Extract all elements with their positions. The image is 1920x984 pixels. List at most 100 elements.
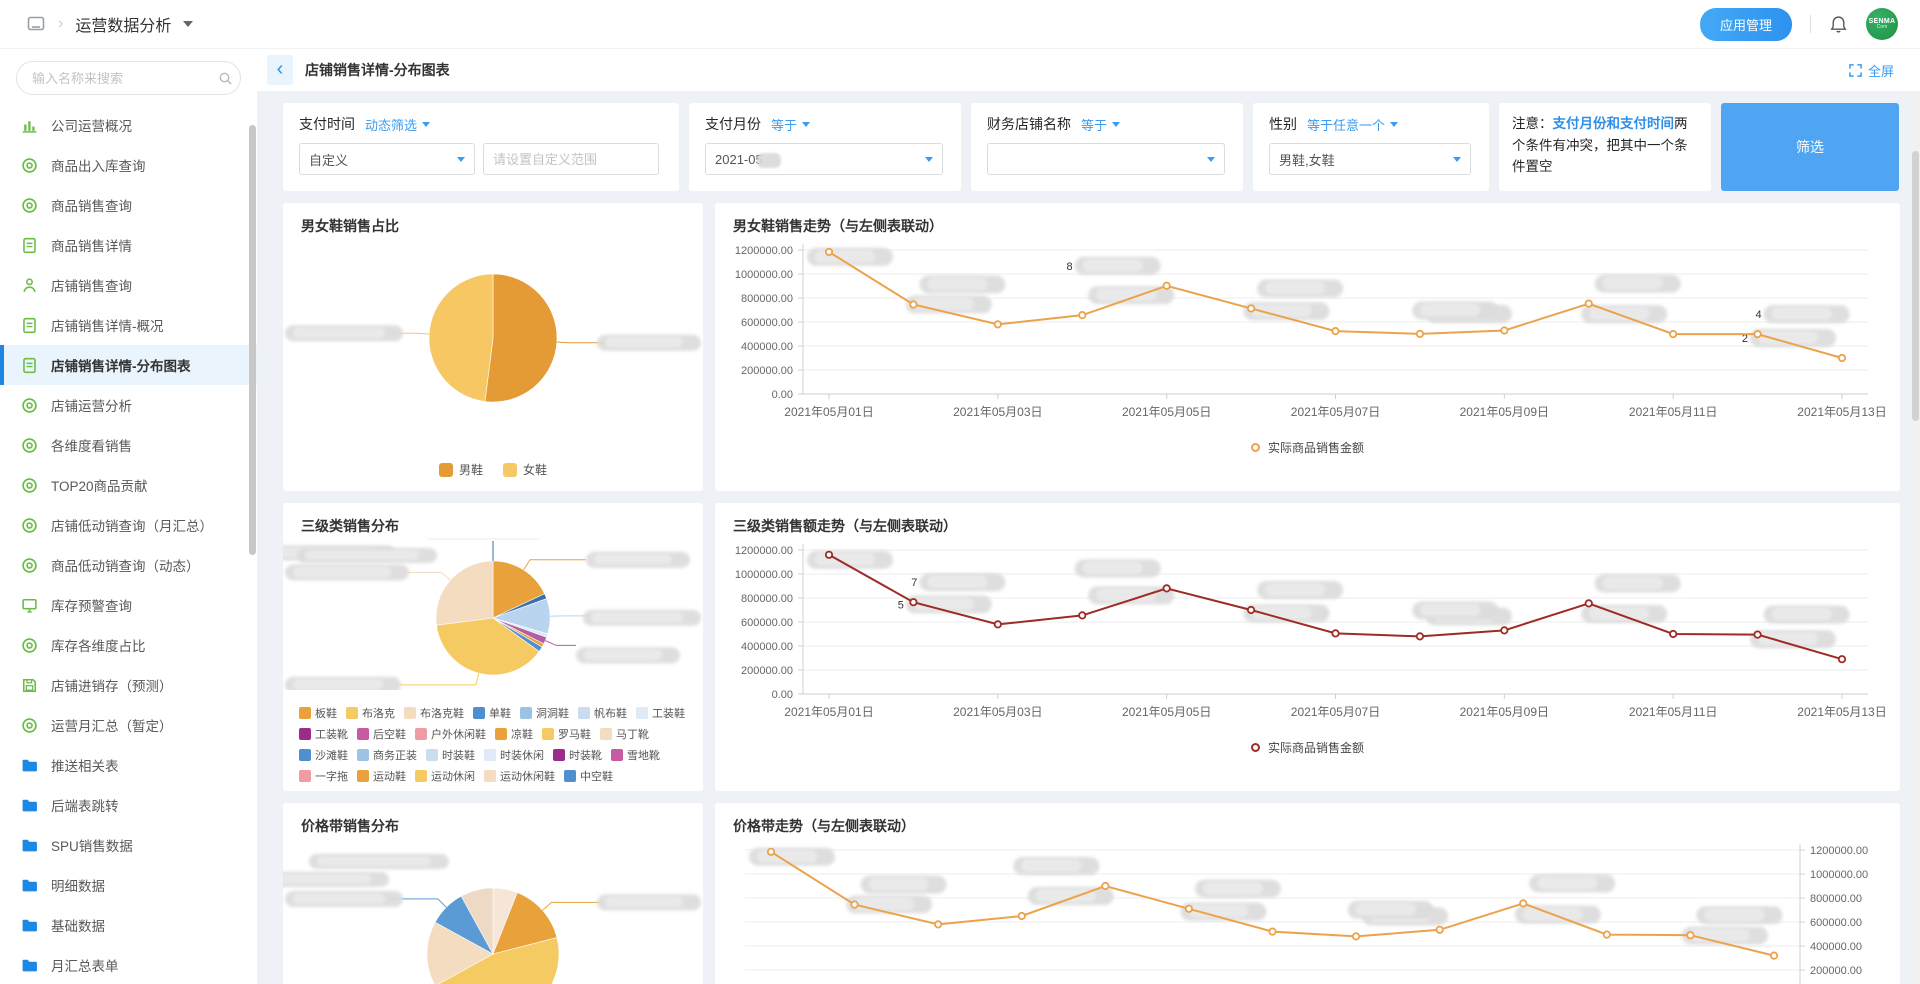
legend-label: 洞洞鞋 [536, 708, 569, 720]
pie-slice[interactable] [435, 560, 494, 626]
filter-operator-dropdown[interactable]: 等于任意一个 [1307, 115, 1399, 134]
data-point-marker [1246, 304, 1256, 313]
search-icon[interactable] [218, 71, 233, 86]
chart-card-category-pie: 三级类销售分布 板鞋 布洛克 布洛克鞋 单鞋 洞洞鞋 帆布鞋 工装鞋 工装靴 后… [283, 503, 703, 791]
app-manage-button[interactable]: 应用管理 [1699, 7, 1792, 41]
pay-time-select[interactable]: 自定义 [299, 143, 475, 175]
legend-item[interactable]: 马丁靴 [600, 726, 649, 742]
sidebar-item[interactable]: 后端表跳转 [0, 785, 257, 825]
chart-svg: 0.00200000.00400000.00600000.00800000.00… [745, 844, 1868, 984]
sidebar-item[interactable]: 店铺销售详情-概况 [0, 305, 257, 345]
document-icon [21, 317, 38, 334]
legend-item[interactable]: 商务正装 [357, 747, 417, 763]
x-axis-tick-label: 2021年05月13日 [1797, 405, 1886, 419]
x-axis-tick-label: 2021年05月11日 [1629, 705, 1718, 719]
sidebar-item[interactable]: 店铺销售详情-分布图表 [0, 345, 257, 385]
legend-item[interactable]: 运动休闲鞋 [484, 768, 555, 784]
back-button[interactable]: ‹ [267, 55, 293, 85]
sidebar-item[interactable]: 月汇总表单 [0, 945, 257, 984]
legend-item[interactable]: 时装鞋 [426, 747, 475, 763]
legend-item[interactable]: 男鞋 [438, 461, 483, 478]
pie-slice[interactable] [492, 560, 545, 619]
sidebar-item[interactable]: 店铺低动销查询（月汇总） [0, 505, 257, 545]
legend-item[interactable]: 时装靴 [553, 747, 602, 763]
sidebar-item-label: 商品低动销查询（动态） [51, 559, 200, 574]
legend-item[interactable]: 运动鞋 [357, 768, 406, 784]
pie-label-leader-line [389, 898, 447, 908]
sidebar-item[interactable]: 推送相关表 [0, 745, 257, 785]
page-content: 支付时间 动态筛选 自定义 支付月份 等于 [257, 91, 1920, 984]
legend-item[interactable]: 罗马鞋 [542, 726, 591, 742]
legend-item[interactable]: 帆布鞋 [578, 705, 627, 721]
gender-select[interactable]: 男鞋,女鞋 [1269, 143, 1471, 175]
sidebar-item[interactable]: 公司运营概况 [0, 105, 257, 145]
sidebar-scrollbar[interactable] [249, 125, 256, 555]
main-scrollbar-thumb[interactable] [1912, 151, 1919, 421]
legend-item[interactable]: 时装休闲 [484, 747, 544, 763]
legend-item[interactable]: 户外休闲鞋 [415, 726, 486, 742]
line-legend[interactable]: 实际商品销售金额 [715, 739, 1900, 756]
sidebar-item[interactable]: SPU销售数据 [0, 825, 257, 865]
app-title-caret-icon[interactable] [183, 21, 194, 27]
legend-item[interactable]: 布洛克 [346, 705, 395, 721]
filter-operator-dropdown[interactable]: 等于 [1081, 115, 1121, 134]
legend-item[interactable]: 运动休闲 [415, 768, 475, 784]
filter-submit-button[interactable]: 筛选 [1721, 103, 1899, 191]
fullscreen-button[interactable]: 全屏 [1849, 61, 1894, 80]
app-logo-icon[interactable] [26, 14, 46, 34]
legend-item[interactable]: 一字拖 [299, 768, 348, 784]
legend-item[interactable]: 工装靴 [299, 726, 348, 742]
custom-range-input[interactable] [483, 143, 659, 175]
sidebar-item[interactable]: 商品出入库查询 [0, 145, 257, 185]
legend-item[interactable]: 工装鞋 [636, 705, 685, 721]
legend-label: 运动休闲鞋 [500, 771, 555, 783]
filter-operator-dropdown[interactable]: 动态筛选 [365, 115, 431, 134]
sidebar-item[interactable]: 库存预警查询 [0, 585, 257, 625]
chevron-down-icon [457, 156, 465, 162]
sidebar-item[interactable]: TOP20商品贡献 [0, 465, 257, 505]
sidebar-item[interactable]: 店铺销售查询 [0, 265, 257, 305]
page-header: ‹ 店铺销售详情-分布图表 全屏 [257, 49, 1920, 91]
pie-slice[interactable] [484, 273, 558, 403]
line-legend[interactable]: 实际商品销售金额 [715, 439, 1900, 456]
sidebar-item[interactable]: 库存各维度占比 [0, 625, 257, 665]
pie-slice[interactable] [428, 273, 494, 402]
sidebar-item[interactable]: 明细数据 [0, 865, 257, 905]
chart-svg [283, 854, 701, 984]
pie-slice[interactable] [492, 892, 558, 955]
legend-item[interactable]: 沙滩鞋 [299, 747, 348, 763]
pie-slice[interactable] [460, 887, 494, 955]
legend-item[interactable]: 板鞋 [299, 705, 337, 721]
price-pie-chart [283, 838, 703, 984]
chart-title: 三级类销售分布 [301, 518, 399, 534]
main-scrollbar-track[interactable] [1911, 93, 1920, 984]
legend-item[interactable]: 中空鞋 [564, 768, 613, 784]
shop-name-select[interactable] [987, 143, 1225, 175]
sidebar-item[interactable]: 商品销售详情 [0, 225, 257, 265]
filter-operator-dropdown[interactable]: 等于 [771, 115, 811, 134]
legend-item[interactable]: 雪地靴 [611, 747, 660, 763]
sidebar-item[interactable]: 运营月汇总（暂定） [0, 705, 257, 745]
sidebar-item[interactable]: 店铺运营分析 [0, 385, 257, 425]
user-avatar[interactable]: SENMA Com [1866, 8, 1898, 40]
legend-item[interactable]: 后空鞋 [357, 726, 406, 742]
note-highlight: 支付月份和支付时间 [1552, 116, 1675, 131]
notification-bell-icon[interactable] [1829, 15, 1848, 34]
sidebar-item[interactable]: 各维度看销售 [0, 425, 257, 465]
data-point-marker [1669, 629, 1678, 639]
pay-month-select[interactable]: 2021-05 [705, 143, 943, 175]
legend-item[interactable]: 布洛克鞋 [404, 705, 464, 721]
legend-item[interactable]: 洞洞鞋 [520, 705, 569, 721]
chevron-down-icon [1207, 156, 1215, 162]
sidebar-item[interactable]: 基础数据 [0, 905, 257, 945]
sidebar-item[interactable]: 商品销售查询 [0, 185, 257, 225]
pie-slice[interactable] [435, 937, 560, 984]
sidebar-item[interactable]: 店铺进销存（预测） [0, 665, 257, 705]
legend-item[interactable]: 凉鞋 [495, 726, 533, 742]
search-input[interactable] [30, 69, 210, 87]
legend-item[interactable]: 女鞋 [503, 461, 547, 478]
y-axis-tick-label: 600000.00 [1810, 917, 1862, 929]
legend-item[interactable]: 单鞋 [473, 705, 511, 721]
app-title[interactable]: 运营数据分析 [75, 18, 172, 35]
sidebar-item[interactable]: 商品低动销查询（动态） [0, 545, 257, 585]
